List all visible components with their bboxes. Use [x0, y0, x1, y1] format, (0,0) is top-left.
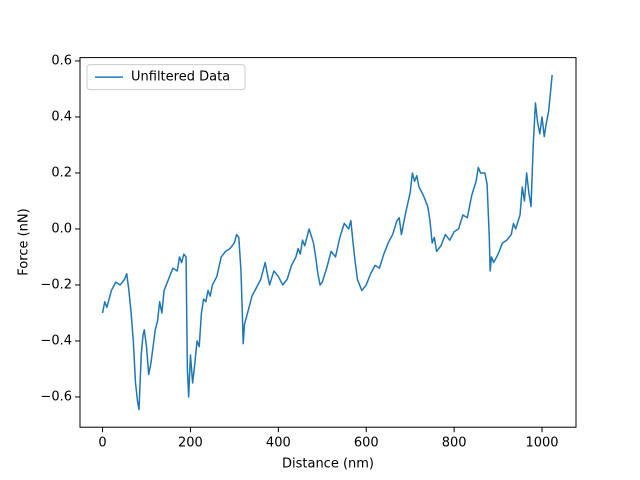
y-tick-label: 0.2: [51, 165, 72, 180]
legend-label: Unfiltered Data: [131, 70, 230, 85]
legend-box: [86, 64, 246, 91]
y-tick-label: −0.2: [40, 277, 72, 292]
x-tick-label: 600: [354, 436, 379, 451]
y-tick-label: 0.6: [51, 53, 72, 68]
x-tick-label: 1000: [525, 436, 558, 451]
y-axis-label: Force (nN): [17, 208, 32, 275]
y-tick-label: 0.0: [51, 221, 72, 236]
y-tick-label: −0.6: [40, 389, 72, 404]
y-tick-label: −0.4: [40, 333, 72, 348]
plot-frame: [79, 57, 577, 428]
data-line: [101, 74, 553, 411]
y-tick-label: 0.4: [51, 109, 72, 124]
x-tick-label: 800: [442, 436, 467, 451]
x-tick-label: 0: [98, 436, 106, 451]
x-tick-label: 400: [266, 436, 291, 451]
x-axis-label: Distance (nm): [282, 457, 374, 472]
x-tick-label: 200: [178, 436, 203, 451]
